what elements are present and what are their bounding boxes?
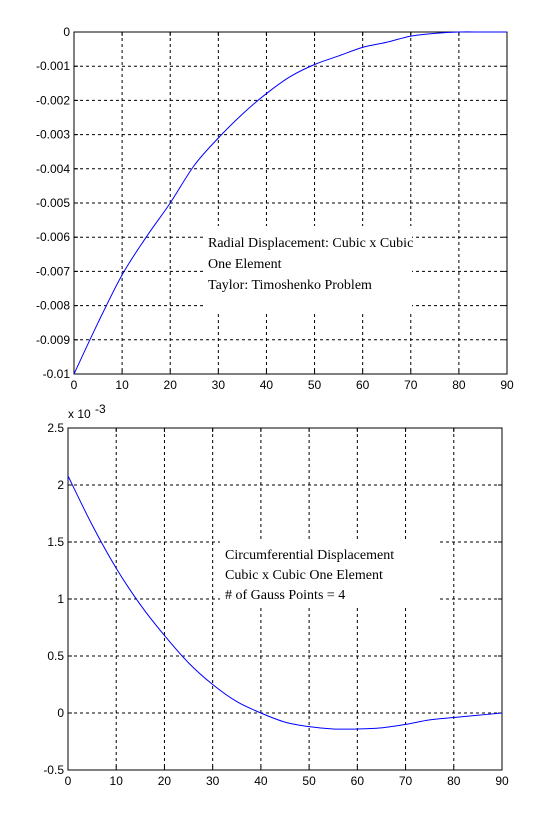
y-tick-label: 0 <box>63 25 70 39</box>
y-tick-label: 0.5 <box>47 649 64 663</box>
x-tick-label: 40 <box>260 378 274 392</box>
annotation-background <box>220 540 440 605</box>
annotation-line: Circumferential Displacement <box>225 548 394 563</box>
x-tick-label: 20 <box>158 774 172 788</box>
annotation-line: Radial Displacement: Cubic x Cubic <box>208 236 413 251</box>
x-tick-label: 50 <box>302 774 316 788</box>
y-tick-label: 0 <box>57 706 64 720</box>
y-tick-label: -0.01 <box>43 367 71 381</box>
annotation-background <box>204 226 412 312</box>
y-tick-label: -0.008 <box>36 299 70 313</box>
annotation-line: One Element <box>208 257 282 272</box>
x-tick-label: 20 <box>164 378 178 392</box>
x-tick-label: 0 <box>65 774 72 788</box>
x-tick-label: 90 <box>500 378 514 392</box>
y-tick-label: -0.001 <box>36 59 70 73</box>
y-tick-label: 2 <box>57 478 64 492</box>
x-tick-label: 10 <box>115 378 129 392</box>
y-tick-label: 1 <box>57 592 64 606</box>
y-tick-label: 2.5 <box>47 421 64 435</box>
annotation-line: # of Gauss Points = 4 <box>225 588 345 603</box>
y-tick-label: -0.004 <box>36 162 70 176</box>
x-tick-label: 90 <box>495 774 509 788</box>
x-tick-label: 0 <box>71 378 78 392</box>
series-line <box>73 31 507 375</box>
y-tick-label: -0.007 <box>36 264 70 278</box>
x-tick-label: 70 <box>399 774 413 788</box>
circumferential-displacement-plot: 0 10 20 30 40 50 60 70 80 902.521.510.50-0.5x 10-… <box>43 402 509 788</box>
y-tick-label: -0.002 <box>36 93 70 107</box>
series-line <box>67 475 503 730</box>
y-tick-label: 1.5 <box>47 535 64 549</box>
y-tick-label: -0.5 <box>43 763 64 777</box>
x-tick-label: 80 <box>452 378 466 392</box>
x-tick-label: 80 <box>447 774 461 788</box>
x-tick-label: 50 <box>308 378 322 392</box>
annotation-line: Taylor: Timoshenko Problem <box>208 278 372 293</box>
x-tick-label: 10 <box>110 774 124 788</box>
x-tick-label: 60 <box>356 378 370 392</box>
y-tick-label: -0.006 <box>36 230 70 244</box>
radial-displacement-plot: 0 10 20 30 40 50 60 70 80 90 0 -0.001 -0.002 -0.003 -0… <box>36 25 514 392</box>
x-tick-label: 30 <box>206 774 220 788</box>
y-multiplier-exponent: -3 <box>95 402 106 416</box>
annotation-line: Cubic x Cubic One Element <box>225 568 383 583</box>
x-tick-label: 70 <box>404 378 418 392</box>
y-multiplier: x 10 <box>68 407 91 421</box>
y-tick-label: -0.003 <box>36 128 70 142</box>
x-tick-label: 60 <box>351 774 365 788</box>
x-tick-label: 40 <box>254 774 268 788</box>
x-tick-label: 30 <box>212 378 226 392</box>
y-tick-label: -0.009 <box>36 333 70 347</box>
y-tick-label: -0.005 <box>36 196 70 210</box>
